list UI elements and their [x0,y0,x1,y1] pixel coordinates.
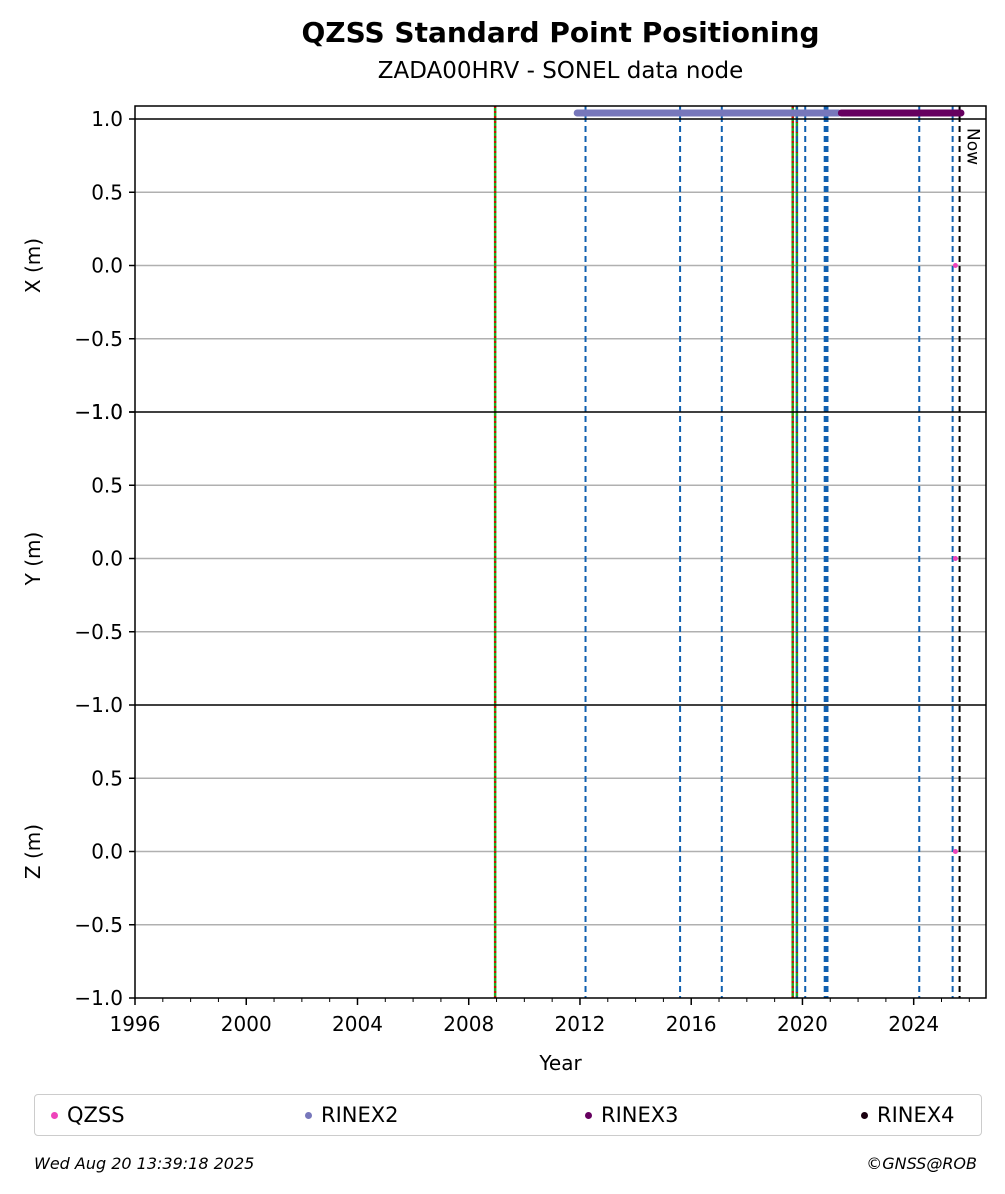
legend-item-rinex4: RINEX4 [861,1103,955,1127]
y-axis-label: X (m) [21,238,45,293]
x-tick-label: 2000 [221,1012,272,1036]
y-axis-label: Z (m) [21,824,45,879]
qzss-point [952,263,958,268]
y-tick-label: −1.0 [74,400,123,424]
x-tick-label: 2020 [777,1012,828,1036]
legend: QZSS RINEX2 RINEX3 RINEX4 [34,1094,982,1136]
y-tick-label: −0.5 [74,620,123,644]
y-tick-label: 0.5 [91,473,123,497]
y-tick-label: 0.0 [91,254,123,278]
qzss-point [952,849,958,854]
y-tick-label: −1.0 [74,693,123,717]
x-tick-label: 2004 [332,1012,383,1036]
x-tick-label: 2024 [888,1012,939,1036]
x-axis-label: Year [538,1051,582,1075]
x-tick-label: 2012 [555,1012,606,1036]
y-tick-label: 0.0 [91,547,123,571]
legend-marker-rinex3 [585,1111,592,1119]
y-axis-label: Y (m) [21,532,45,587]
legend-label: RINEX2 [321,1103,399,1127]
legend-label: QZSS [67,1103,125,1127]
y-tick-label: 0.5 [91,180,123,204]
x-tick-label: 2016 [666,1012,717,1036]
footer-credit: ©GNSS@ROB [866,1154,977,1173]
plot-frame [134,105,987,999]
x-tick-label: 1996 [110,1012,161,1036]
chart-title: QZSS Standard Point Positioning [301,16,820,49]
chart-subtitle: ZADA00HRV - SONEL data node [377,58,744,84]
y-tick-label: −1.0 [74,986,123,1010]
legend-item-qzss: QZSS [51,1103,125,1127]
y-tick-label: 1.0 [91,107,123,131]
legend-marker-qzss [51,1111,58,1119]
y-tick-label: 0.0 [91,840,123,864]
legend-item-rinex2: RINEX2 [305,1103,399,1127]
now-label: Now [963,128,983,165]
legend-marker-rinex4 [861,1111,868,1119]
legend-label: RINEX3 [601,1103,679,1127]
y-tick-label: −1.0 [74,400,123,424]
legend-marker-rinex2 [305,1111,312,1119]
y-tick-label: −0.5 [74,327,123,351]
qzss-point [952,556,958,561]
legend-label: RINEX4 [877,1103,955,1127]
y-tick-label: 0.5 [91,766,123,790]
legend-item-rinex3: RINEX3 [585,1103,679,1127]
y-tick-label: −0.5 [74,913,123,937]
footer-timestamp: Wed Aug 20 13:39:18 2025 [34,1154,255,1173]
x-tick-label: 2008 [443,1012,494,1036]
